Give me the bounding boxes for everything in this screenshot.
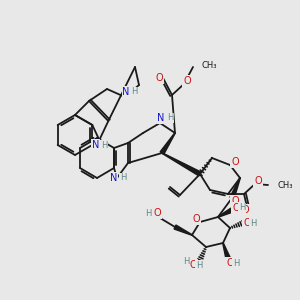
Text: N: N — [122, 87, 130, 97]
Text: O: O — [189, 260, 197, 270]
Text: O: O — [231, 196, 239, 206]
Text: CH₃: CH₃ — [202, 61, 218, 70]
Polygon shape — [218, 208, 233, 217]
Text: N: N — [92, 140, 99, 150]
Text: H: H — [233, 259, 239, 268]
Text: O: O — [192, 214, 200, 224]
Text: H: H — [131, 88, 137, 97]
Text: O: O — [153, 208, 161, 218]
Text: H: H — [183, 257, 189, 266]
Text: O: O — [155, 73, 163, 83]
Polygon shape — [223, 243, 230, 259]
Text: O: O — [231, 157, 239, 167]
Text: O: O — [226, 258, 234, 268]
Text: H: H — [167, 113, 173, 122]
Text: CH₃: CH₃ — [277, 181, 292, 190]
Polygon shape — [230, 178, 240, 199]
Text: H: H — [250, 218, 256, 227]
Text: O: O — [254, 176, 262, 186]
Text: H: H — [196, 260, 202, 269]
Text: H: H — [145, 208, 151, 217]
Text: N: N — [157, 113, 165, 123]
Text: N: N — [110, 173, 118, 183]
Text: O: O — [183, 76, 191, 86]
Polygon shape — [162, 153, 201, 176]
Text: H: H — [239, 203, 245, 212]
Polygon shape — [174, 225, 192, 235]
Text: H: H — [120, 173, 126, 182]
Text: O: O — [232, 203, 240, 213]
Text: O: O — [241, 205, 249, 215]
Text: O: O — [243, 218, 251, 228]
Text: H: H — [101, 140, 107, 149]
Polygon shape — [160, 133, 175, 154]
